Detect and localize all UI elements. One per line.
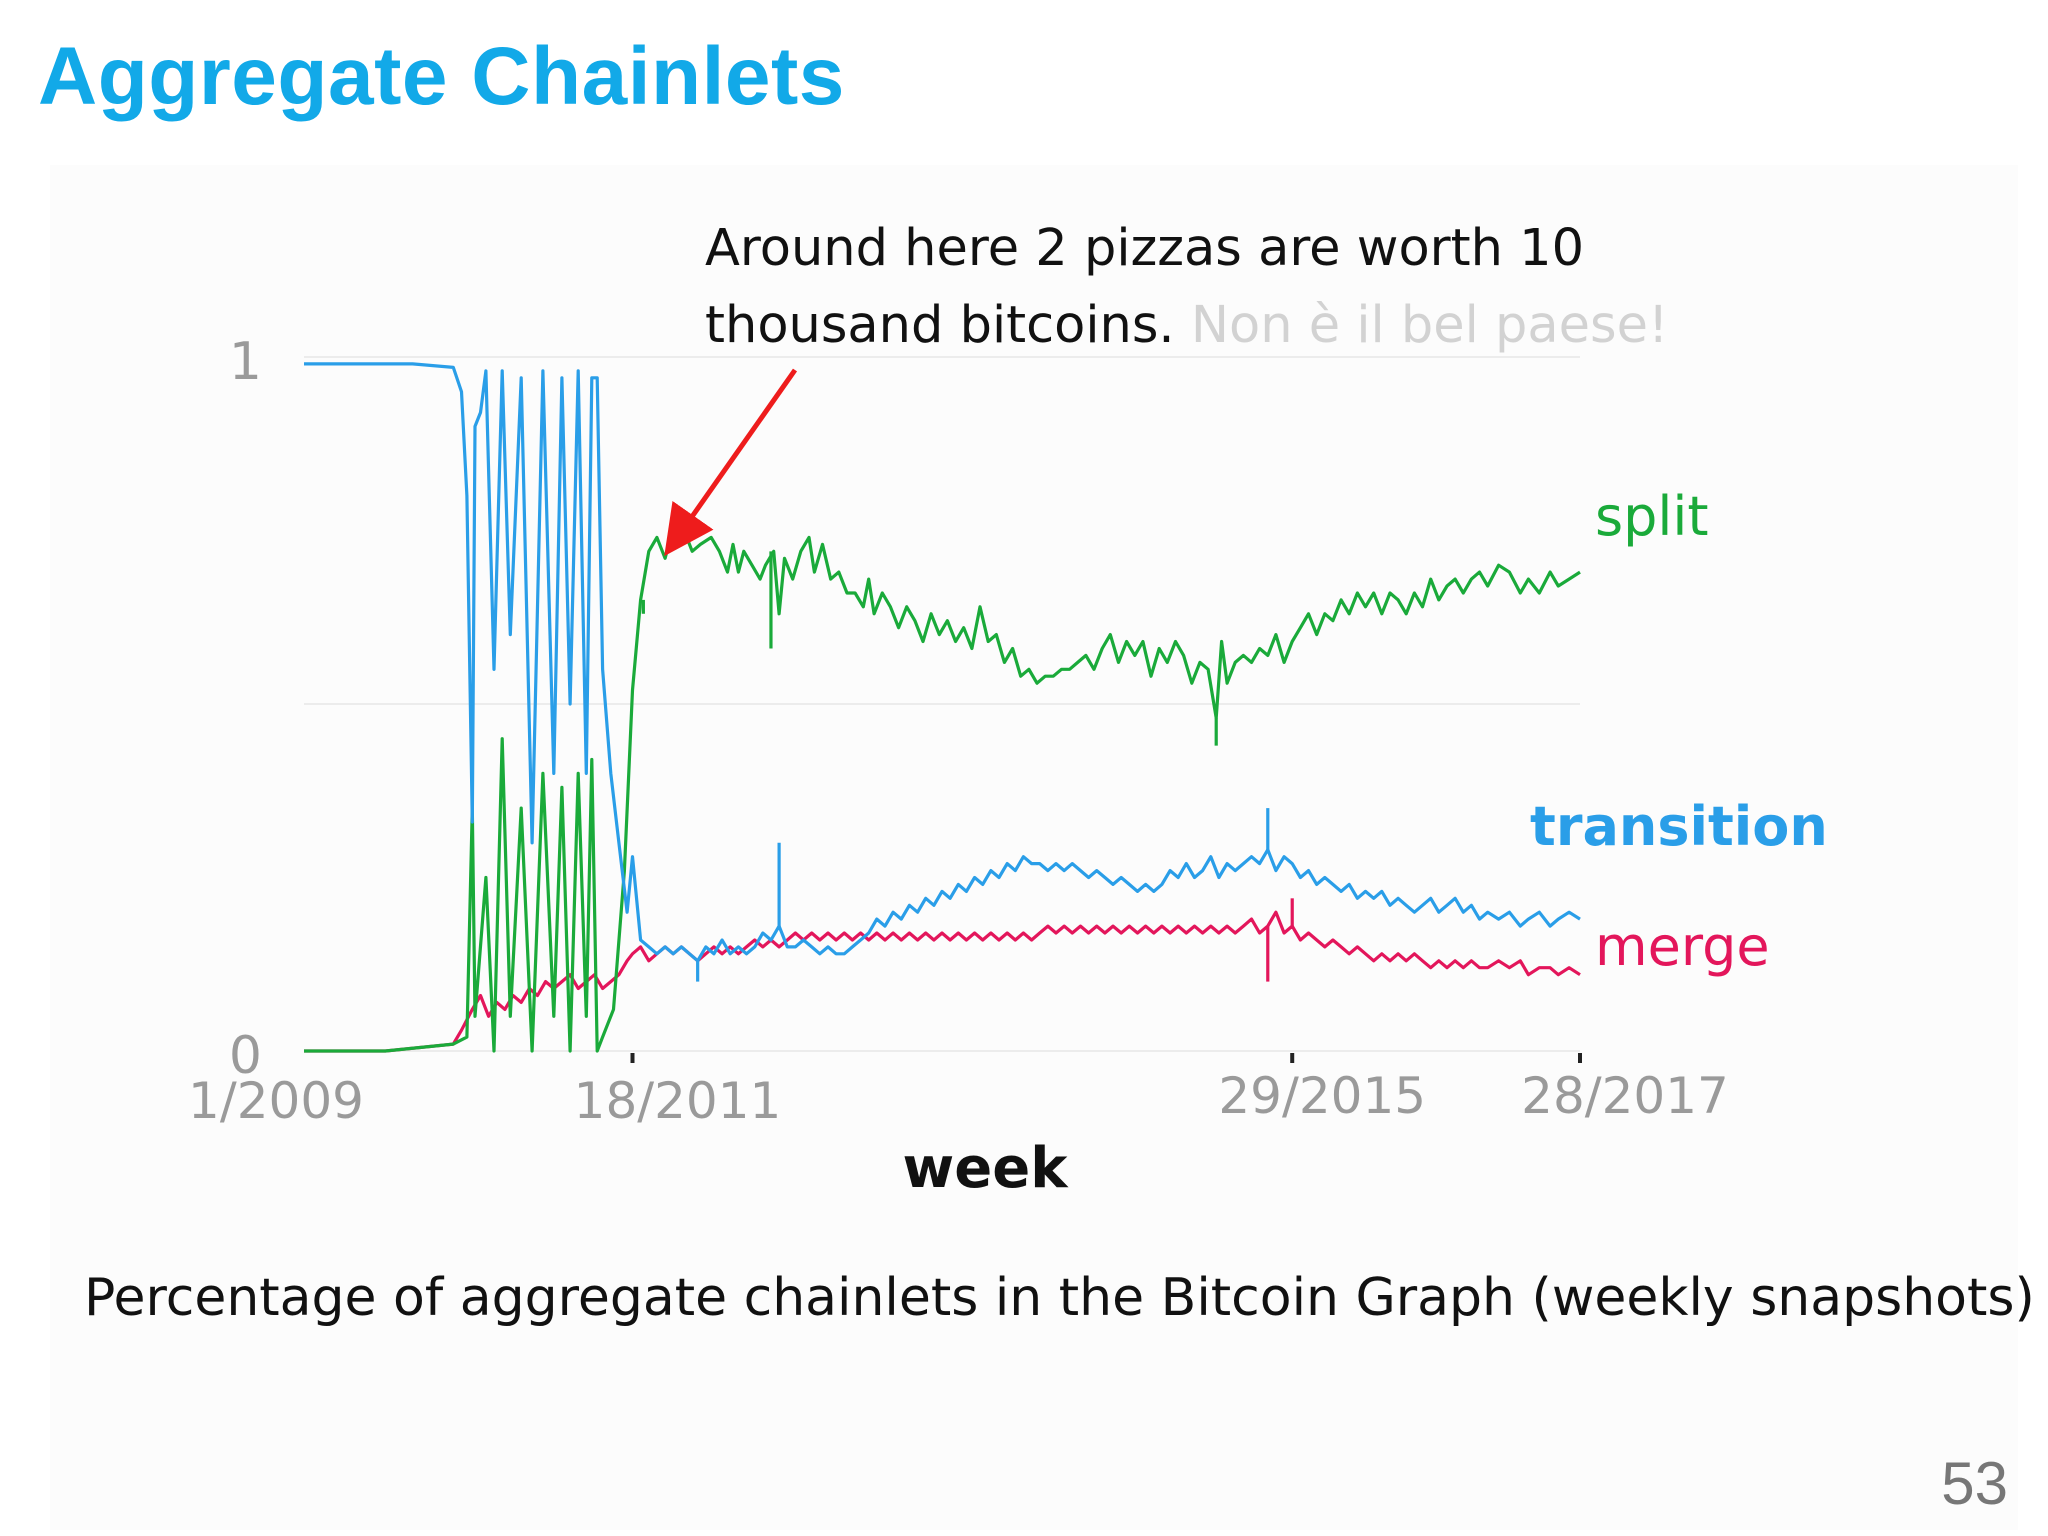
x-tick-label-1: 18/2011	[574, 1072, 782, 1130]
x-tick-label-2: 29/2015	[1218, 1067, 1426, 1125]
series-line-transition	[304, 362, 1581, 963]
label-layer: split transition merge	[1530, 485, 1828, 978]
x-tick-label-3: 28/2017	[1521, 1067, 1729, 1125]
aggregate-chainlets-chart: 0 1 1/2009 18/2011 29/2015 28/2017 week split t…	[188, 332, 1828, 1201]
series-line-split	[304, 528, 1581, 1053]
page-number: 53	[1941, 1450, 2008, 1517]
series-line-merge	[304, 910, 1581, 1053]
grid-layer	[304, 356, 1580, 1052]
slide-title: Aggregate Chainlets	[38, 31, 845, 122]
axis-layer: 0 1 1/2009 18/2011 29/2015 28/2017 week	[188, 332, 1729, 1201]
series-label-split: split	[1595, 485, 1709, 548]
chart-caption: Percentage of aggregate chainlets in the…	[84, 1268, 2035, 1328]
x-tick-label-0: 1/2009	[188, 1072, 364, 1130]
y-tick-label-0: 0	[229, 1026, 262, 1086]
series-label-merge: merge	[1595, 915, 1770, 978]
pizza-annotation: Around here 2 pizzas are worth 10 thousa…	[705, 210, 1685, 364]
series-label-transition: transition	[1530, 795, 1828, 858]
annotation-arrow	[664, 368, 798, 557]
series-layer	[304, 362, 1581, 1053]
y-tick-label-1: 1	[229, 332, 262, 392]
annotation-line-2: thousand bitcoins. Non è il bel paese!	[705, 287, 1685, 364]
annotation-line-1: Around here 2 pizzas are worth 10	[705, 219, 1585, 278]
chart-panel: 0 1 1/2009 18/2011 29/2015 28/2017 week split t…	[50, 165, 2018, 1530]
annotation-line-2-text: thousand bitcoins.	[705, 296, 1175, 355]
x-axis-label: week	[903, 1136, 1070, 1201]
annotation-aside: Non è il bel paese!	[1190, 296, 1669, 355]
